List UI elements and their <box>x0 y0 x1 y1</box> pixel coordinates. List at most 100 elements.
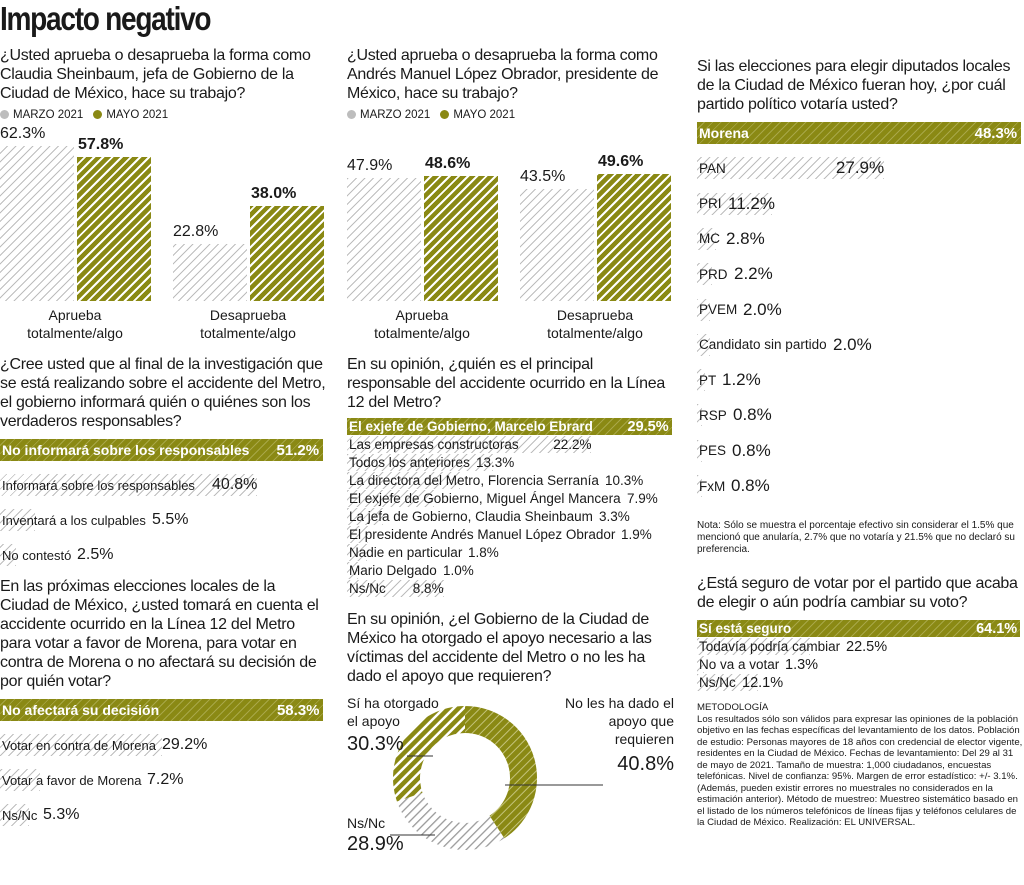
bar-value: 2.0% <box>743 299 782 319</box>
bar-label: Las empresas constructoras <box>349 437 519 452</box>
bar <box>0 804 30 826</box>
donut-label: Ns/Nc <box>347 815 386 831</box>
bar <box>0 439 323 461</box>
bar-value: 58.3% <box>276 701 320 719</box>
legend-marzo: MARZO 2021 <box>0 109 83 121</box>
bar <box>697 638 811 655</box>
bar-value: 11.2% <box>728 193 775 213</box>
bar-value: 22.5% <box>846 638 888 655</box>
bar-row: Mario Delgado 1.0% <box>347 562 677 579</box>
investigation-chart: No informará sobre los responsables 51.2%… <box>0 439 326 567</box>
bar-row: FxM 0.8% <box>697 475 1024 497</box>
question-vote: Si las elecciones para elegir diputados … <box>697 58 1011 113</box>
bar-row: Sí está seguro 64.1% <box>697 620 1021 637</box>
bar-row: Las empresas constructoras 22.2% <box>347 436 677 453</box>
bar-label: FxM <box>699 478 726 494</box>
bar-value: 7.9% <box>627 491 658 506</box>
bar-label: No afectará su decisión <box>2 702 160 718</box>
bar-value: 2.0% <box>833 334 872 354</box>
bar-row: Votar a favor de Morena 7.2% <box>0 769 330 791</box>
question-certainty: ¿Está seguro de votar por el partido que… <box>697 575 1018 611</box>
bar-row: PES 0.8% <box>697 439 1024 462</box>
note: Nota: Sólo se muestra el porcentaje efec… <box>697 520 1015 555</box>
bar-value: 51.2% <box>276 441 320 459</box>
bar-value: 1.3% <box>785 656 819 673</box>
bar-row: MC 2.8% <box>697 227 1024 250</box>
bar-row: Inventará a los culpables 5.5% <box>0 509 330 531</box>
category-label: Aprueba totalmente/algo <box>27 307 123 341</box>
bar-label: Votar a favor de Morena <box>2 772 142 788</box>
bar-row: No contestó 2.5% <box>0 544 330 566</box>
bar-value: 2.8% <box>726 228 765 248</box>
bar-label: Inventará a los culpables <box>2 512 146 528</box>
bar <box>347 580 444 597</box>
question-amlo: ¿Usted aprueba o desaprueba la forma com… <box>347 47 659 102</box>
bar-row: Ns/Nc 8.8% <box>347 580 677 597</box>
bar <box>697 369 706 392</box>
bar-label: Morena <box>699 125 749 141</box>
column-middle: ¿Usted aprueba o desaprueba la forma com… <box>347 46 674 862</box>
methodology: METODOLOGÍA Los resultados sólo son váli… <box>697 702 1024 829</box>
bar-row: PVEM 2.0% <box>697 298 1024 321</box>
bar <box>347 562 358 579</box>
bar-label: No contestó <box>2 547 72 563</box>
bar-value: 40.8% <box>212 476 258 493</box>
bar-value-label: 38.0% <box>251 185 297 203</box>
column-left: ¿Usted aprueba o desaprueba la forma com… <box>0 46 326 827</box>
bar-mayo <box>250 206 324 301</box>
bar-label: Informará sobre los responsables <box>2 477 195 493</box>
bar-value: 1.2% <box>722 370 761 390</box>
bar-row: PRI 11.2% <box>697 192 1024 215</box>
bar-value: 1.9% <box>621 527 652 542</box>
bar-value-label: 48.6% <box>425 155 471 173</box>
bar-value: 3.3% <box>599 509 630 524</box>
bar-value: 48.3% <box>974 124 1018 142</box>
bar-label: El presidente Andrés Manuel López Obrado… <box>349 527 616 542</box>
bar-row: PT 1.2% <box>697 369 1024 392</box>
responsible-chart: El exjefe de Gobierno, Marcelo Ebrard 29.… <box>347 418 674 600</box>
legend-mayo: MAYO 2021 <box>440 109 515 121</box>
bar <box>697 674 758 691</box>
bar-value: 7.2% <box>147 771 184 788</box>
bar <box>0 699 323 721</box>
bar-row: Morena 48.3% <box>697 122 1021 144</box>
bar-label: La jefa de Gobierno, Claudia Sheinbaum <box>349 509 593 524</box>
bar-label: Todos los anteriores <box>349 455 470 470</box>
bar-label: PRI <box>699 196 722 212</box>
bar-label: Todavía podría cambiar <box>699 639 841 654</box>
bar-value: 1.8% <box>468 545 499 560</box>
donut-value: 40.8% <box>617 753 674 775</box>
bar-value: 13.3% <box>476 455 515 470</box>
bar-row: Todos los anteriores 13.3% <box>347 454 677 471</box>
bar <box>697 227 716 250</box>
bar-value-label: 57.8% <box>78 136 124 154</box>
bar <box>347 454 494 471</box>
bar-label: Candidato sin partido <box>699 337 827 353</box>
bar-row: La jefa de Gobierno, Claudia Sheinbaum 3.… <box>347 508 677 525</box>
bar <box>697 263 712 286</box>
bar-row: No va a votar 1.3% <box>697 656 1024 673</box>
question-responsible: En su opinión, ¿quién es el principal re… <box>347 356 665 411</box>
donut-label: No les ha dado el apoyo que requieren <box>565 695 674 747</box>
bar-marzo <box>520 189 594 301</box>
methodology-text: Los resultados sólo son válidos para exp… <box>697 713 1023 829</box>
donut-chart <box>390 706 603 850</box>
bar <box>0 474 258 496</box>
bar <box>697 656 704 673</box>
support-donut-chart: No les ha dado el apoyo que requieren 40.… <box>347 690 674 862</box>
donut-slice-nsnc <box>396 792 505 850</box>
legend-marzo: MARZO 2021 <box>347 109 430 121</box>
bar-row: PRD 2.2% <box>697 263 1024 286</box>
bar-label: No va a votar <box>699 657 780 672</box>
bar-row: Votar en contra de Morena 29.2% <box>0 734 330 756</box>
question-morena-vote: En las próximas elecciones locales de la… <box>0 578 319 690</box>
legend: MARZO 2021 MAYO 2021 <box>0 107 326 123</box>
question-investigation: ¿Cree usted que al final de la investiga… <box>0 356 326 430</box>
bar-marzo <box>0 145 74 301</box>
bar <box>0 734 162 756</box>
bar-label: PES <box>699 443 727 459</box>
bar-mayo <box>597 173 671 301</box>
bar <box>347 472 461 489</box>
bar <box>697 333 711 356</box>
bar <box>697 475 703 497</box>
